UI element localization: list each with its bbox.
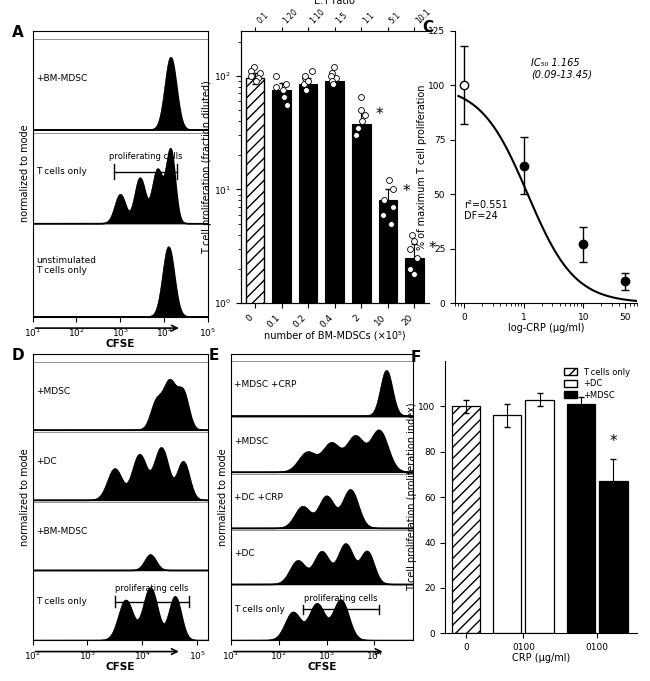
Point (301, 84, 311, 95)
Point (404, 243, 415, 254)
Text: +DC: +DC (36, 457, 57, 466)
Point (246, 70, 256, 81)
Y-axis label: normalized to mode: normalized to mode (20, 125, 30, 223)
Point (329, 61, 339, 72)
Point (278, 84, 288, 95)
Legend: T cells only, +DC, +MDSC: T cells only, +DC, +MDSC (562, 365, 633, 402)
Point (326, 70, 336, 81)
Point (271, 70, 281, 81)
Point (299, 78, 309, 89)
Point (253, 73, 263, 84)
Bar (378, 200, 397, 681)
Point (255, 68, 266, 79)
Point (384, 175, 395, 186)
Point (388, 184, 398, 195)
Text: D: D (12, 349, 24, 364)
Text: E: E (209, 349, 219, 364)
X-axis label: CFSE: CFSE (105, 338, 135, 349)
Point (304, 76, 314, 86)
Bar (246, 78, 265, 681)
Text: *: * (402, 184, 410, 199)
Text: +DC: +DC (235, 549, 255, 558)
Text: C: C (422, 20, 434, 35)
Point (246, 65, 256, 76)
Text: *: * (429, 241, 437, 256)
Point (299, 70, 309, 81)
Point (328, 78, 339, 89)
X-axis label: CFSE: CFSE (307, 662, 337, 672)
Bar (326, 81, 344, 681)
Text: proliferating cells: proliferating cells (109, 152, 182, 161)
Point (409, 268, 419, 279)
Text: proliferating cells: proliferating cells (304, 594, 378, 603)
Bar (352, 123, 370, 681)
Point (282, 100, 293, 111)
Point (327, 76, 337, 86)
Point (408, 236, 419, 247)
Point (331, 73, 341, 84)
Bar (525, 400, 554, 633)
Point (351, 130, 361, 141)
Point (281, 78, 291, 89)
Bar (299, 84, 317, 681)
X-axis label: CFSE: CFSE (105, 662, 135, 672)
Text: A: A (12, 25, 23, 40)
Point (388, 202, 398, 212)
Bar (599, 481, 627, 633)
Point (300, 73, 310, 84)
Bar (567, 404, 595, 633)
Point (411, 253, 422, 264)
Text: F: F (411, 350, 421, 365)
Y-axis label: % of maximum T cell proliferation: % of maximum T cell proliferation (417, 84, 426, 250)
Text: T cells only: T cells only (235, 605, 285, 614)
Bar (452, 407, 480, 633)
Point (378, 209, 388, 220)
Y-axis label: T cell proliferation (proliferation index): T cell proliferation (proliferation inde… (407, 403, 417, 591)
Point (407, 229, 417, 240)
X-axis label: CRP (μg/ml): CRP (μg/ml) (512, 654, 570, 663)
Point (356, 105, 367, 116)
Text: unstimulated
T cells only: unstimulated T cells only (36, 255, 96, 275)
Point (271, 82, 281, 93)
Point (352, 122, 363, 133)
Text: proliferating cells: proliferating cells (115, 584, 188, 593)
Bar (272, 90, 291, 681)
Bar (405, 258, 424, 681)
Text: +MDSC +CRP: +MDSC +CRP (235, 381, 297, 390)
Point (386, 218, 396, 229)
Point (358, 116, 368, 127)
Text: IC₅₀ 1.165
(0.09-13.45): IC₅₀ 1.165 (0.09-13.45) (532, 58, 592, 80)
Text: +BM-MDSC: +BM-MDSC (36, 74, 87, 83)
Point (251, 76, 261, 86)
Text: T cells only: T cells only (36, 168, 87, 176)
Point (359, 110, 370, 121)
Bar (493, 415, 521, 633)
Point (356, 92, 366, 103)
Text: *: * (376, 107, 384, 122)
Point (307, 65, 317, 76)
Y-axis label: T cell proliferation (fraction diluted): T cell proliferation (fraction diluted) (202, 80, 213, 254)
Text: r²=0.551
DF=24: r²=0.551 DF=24 (464, 200, 508, 221)
Point (248, 61, 259, 72)
Text: *: * (610, 434, 617, 449)
Text: +DC +CRP: +DC +CRP (235, 492, 283, 502)
Y-axis label: normalized to mode: normalized to mode (20, 448, 30, 546)
Point (405, 264, 415, 274)
X-axis label: number of BM-MDSCs (×10⁵): number of BM-MDSCs (×10⁵) (264, 331, 406, 340)
Text: +MDSC: +MDSC (235, 437, 268, 445)
Point (327, 68, 337, 79)
X-axis label: E:T ratio: E:T ratio (315, 0, 355, 6)
Text: +MDSC: +MDSC (36, 387, 70, 396)
Y-axis label: normalized to mode: normalized to mode (218, 448, 228, 546)
Text: +BM-MDSC: +BM-MDSC (36, 527, 87, 536)
Text: T cells only: T cells only (36, 597, 87, 606)
Point (379, 195, 389, 206)
Point (279, 92, 289, 103)
X-axis label: log-CRP (μg/ml): log-CRP (μg/ml) (508, 323, 584, 333)
